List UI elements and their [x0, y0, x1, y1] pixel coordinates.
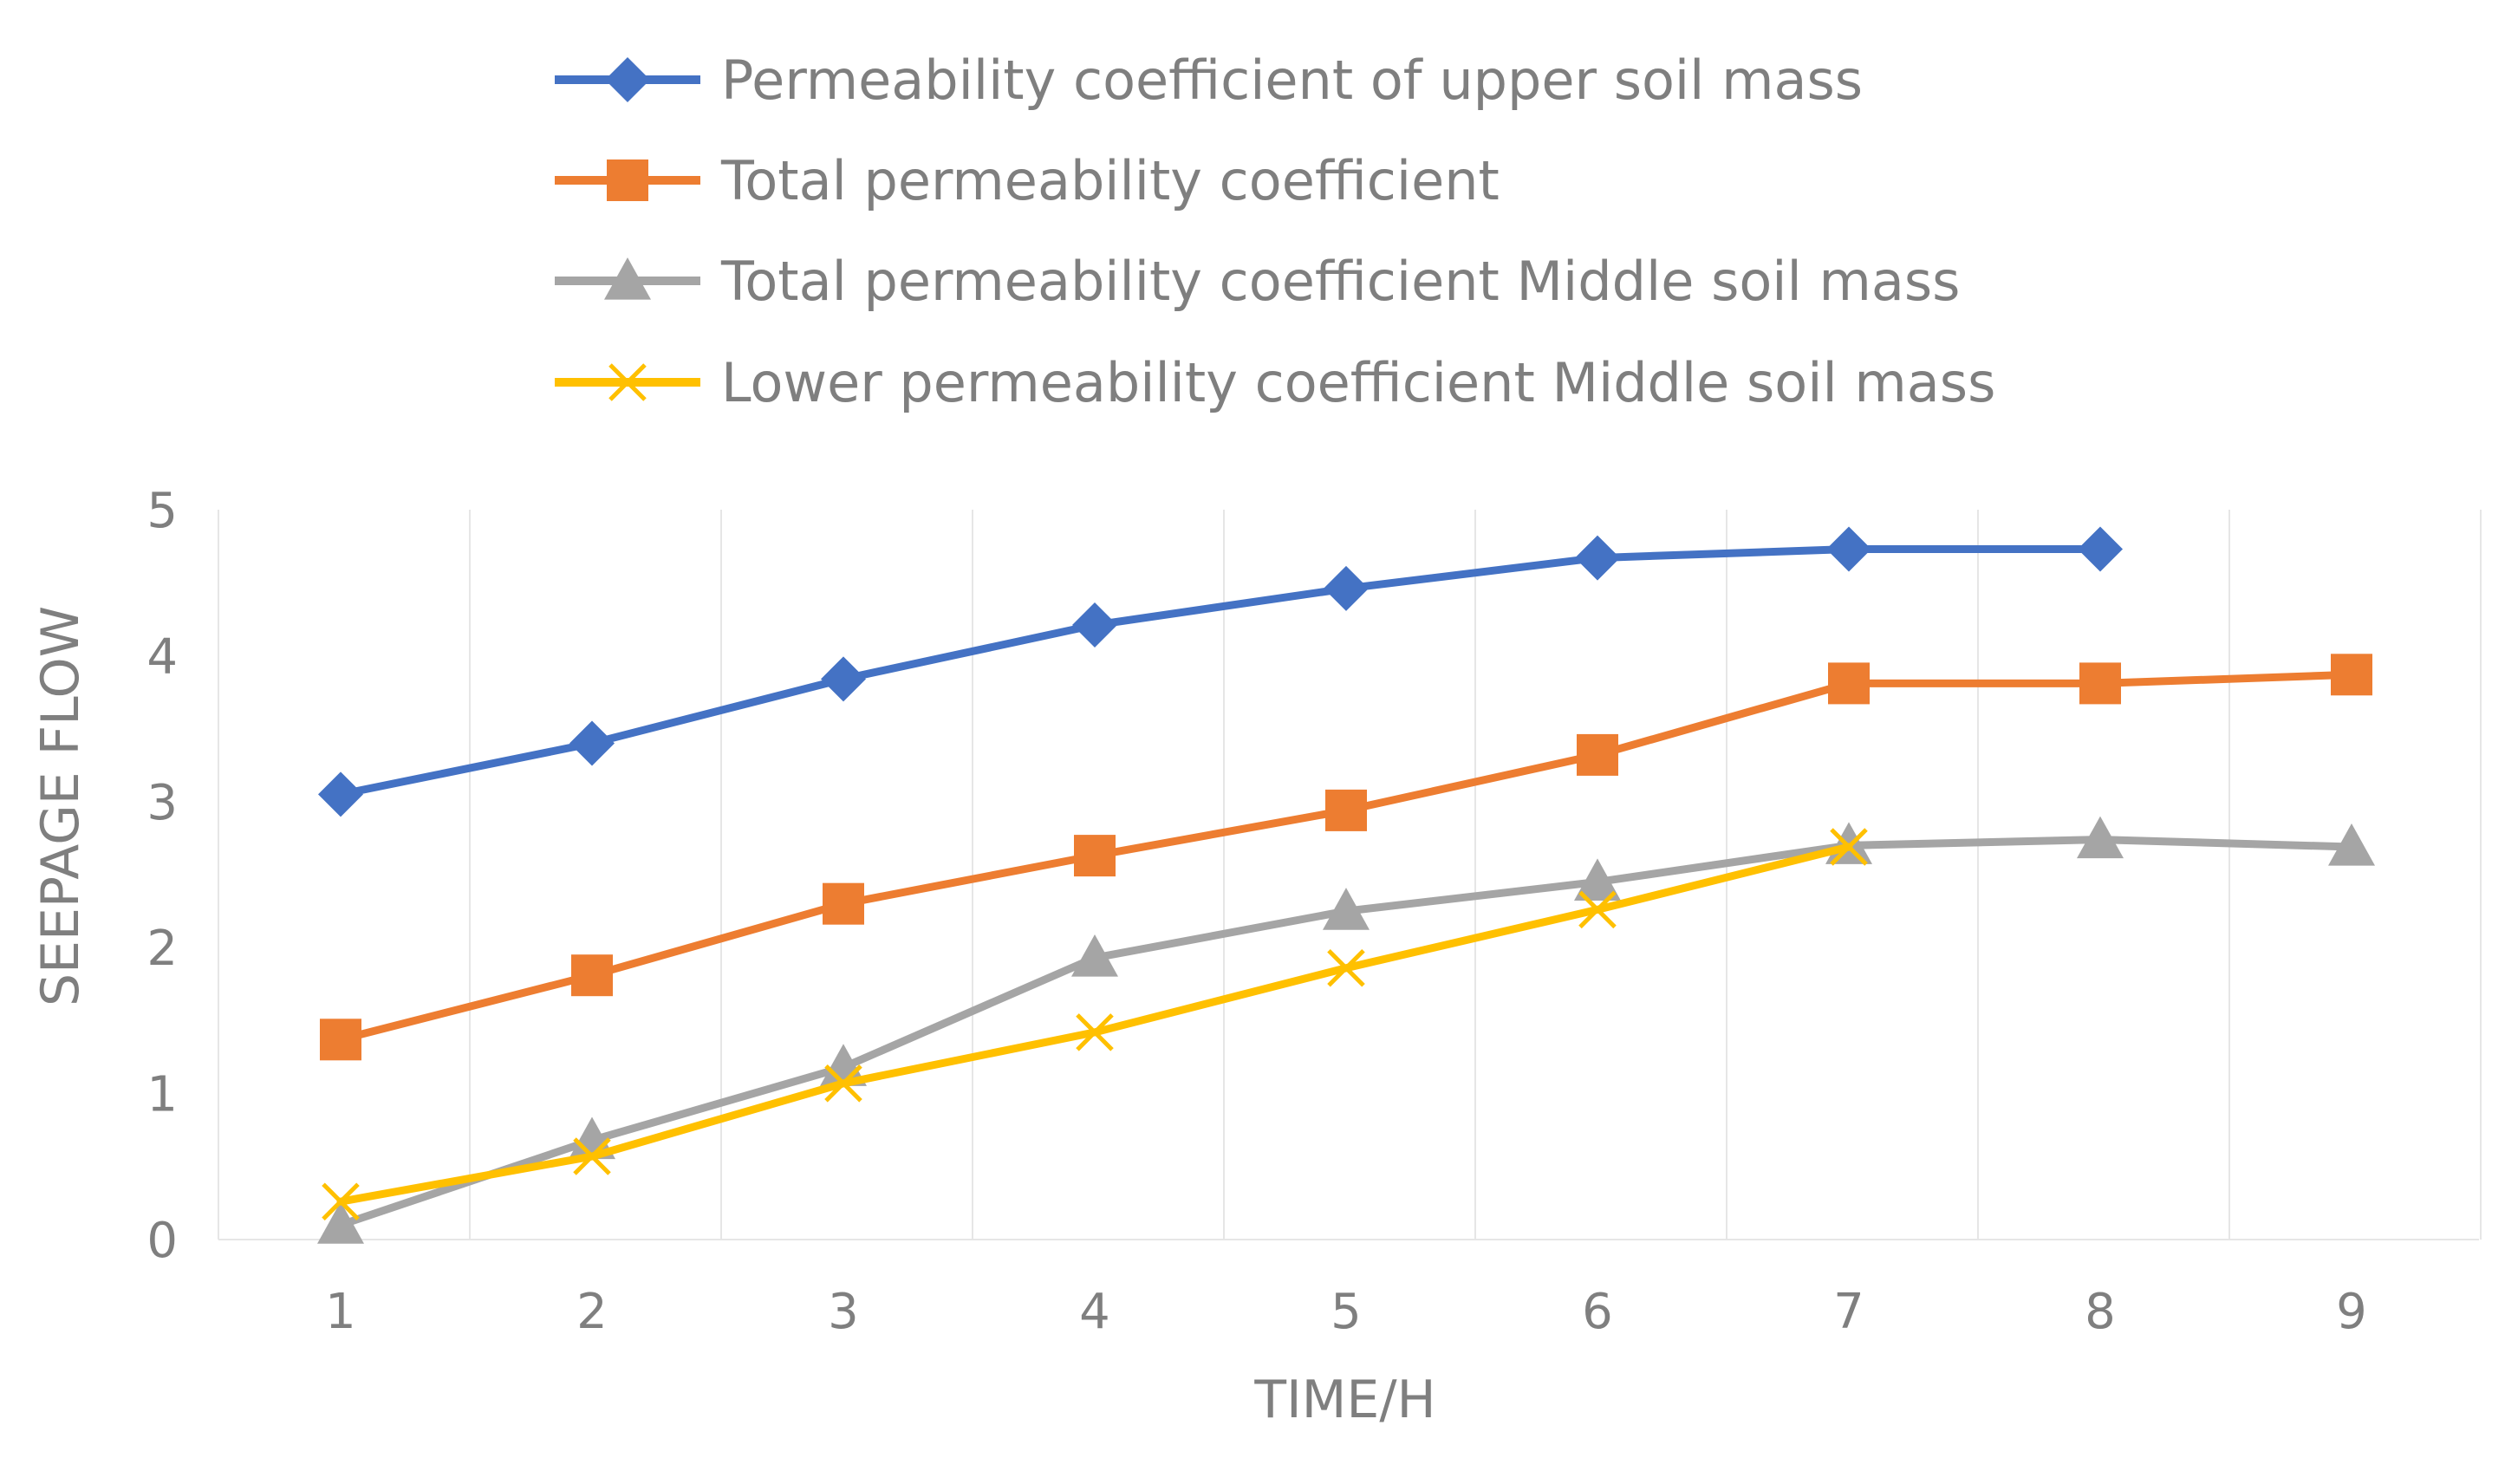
- data-point: [318, 771, 363, 817]
- legend-marker: [605, 57, 650, 102]
- x-axis: 1 2 3 4 5 6 7 8 9: [325, 1284, 2367, 1340]
- x-tick-label: 2: [576, 1284, 608, 1340]
- data-point: [2077, 816, 2124, 859]
- x-tick-label: 4: [1079, 1284, 1110, 1340]
- data-point: [2078, 526, 2123, 572]
- legend-label: Total permeability coefficient: [720, 149, 1500, 212]
- series-line: [336, 544, 2105, 798]
- data-point: [1577, 733, 1618, 776]
- data-point: [322, 1182, 360, 1220]
- legend-item: Total permeability coefficient: [555, 149, 1500, 212]
- series-lower-permeability-coefficient-middle-soil-mass: [322, 828, 1868, 1220]
- data-point: [1327, 949, 1365, 987]
- y-tick-label: 5: [146, 483, 178, 539]
- data-point: [320, 1019, 361, 1061]
- series-layer: [317, 526, 2375, 1244]
- y-axis: 0 1 2 3 4 5: [146, 483, 178, 1269]
- data-point: [2079, 662, 2121, 705]
- legend-item: Lower permeability coefficient Middle so…: [555, 351, 1995, 414]
- legend-marker: [608, 363, 647, 401]
- legend-label: Permeability coefficient of upper soil m…: [721, 49, 1863, 112]
- legend-marker: [604, 257, 651, 300]
- series-permeability-coefficient-of-upper-soil-mass: [318, 526, 2123, 817]
- legend-item: Permeability coefficient of upper soil m…: [555, 49, 1863, 112]
- data-point: [820, 1044, 867, 1086]
- series-total-permeability-coefficient: [320, 654, 2372, 1061]
- data-point: [1325, 789, 1367, 831]
- x-tick-label: 3: [828, 1284, 859, 1340]
- data-point-stroke-b: [573, 1137, 611, 1175]
- data-point: [821, 656, 866, 702]
- data-point: [571, 954, 613, 997]
- data-point: [2328, 823, 2375, 866]
- data-point: [573, 1137, 611, 1175]
- y-tick-label: 3: [146, 775, 178, 831]
- y-tick-label: 0: [146, 1213, 178, 1269]
- data-point: [1575, 535, 1620, 581]
- data-point: [1071, 934, 1118, 977]
- data-point-stroke-b: [824, 1064, 862, 1103]
- y-tick-label: 4: [146, 628, 178, 685]
- data-point: [1323, 888, 1370, 930]
- data-point: [1324, 565, 1369, 611]
- x-tick-label: 9: [2336, 1284, 2367, 1340]
- data-point: [1826, 526, 1871, 572]
- legend-label: Lower permeability coefficient Middle so…: [721, 351, 1995, 414]
- x-tick-label: 5: [1331, 1284, 1362, 1340]
- data-point: [569, 720, 615, 766]
- data-point: [1574, 858, 1621, 901]
- x-tick-label: 7: [1833, 1284, 1864, 1340]
- legend-marker: [607, 159, 648, 201]
- data-point: [1076, 1013, 1114, 1051]
- data-point: [1072, 602, 1117, 648]
- x-tick-label: 8: [2085, 1284, 2116, 1340]
- data-point: [1578, 890, 1617, 929]
- legend-label: Total permeability coefficient Middle so…: [720, 250, 1960, 313]
- data-point: [824, 1064, 862, 1103]
- y-tick-label: 1: [146, 1067, 178, 1123]
- data-point: [569, 1116, 615, 1160]
- legend: Permeability coefficient of upper soil m…: [555, 49, 1995, 414]
- data-point-stroke-b: [1578, 890, 1617, 929]
- data-point-stroke-b: [1327, 949, 1365, 987]
- x-tick-label: 6: [1582, 1284, 1613, 1340]
- x-tick-label: 1: [325, 1284, 356, 1340]
- data-point: [317, 1201, 364, 1244]
- legend-marker-stroke-b: [608, 363, 647, 401]
- data-point-stroke-b: [1830, 828, 1868, 866]
- data-point-stroke-b: [1076, 1013, 1114, 1051]
- data-point: [823, 882, 864, 925]
- legend-item: Total permeability coefficient Middle so…: [555, 250, 1960, 313]
- y-tick-label: 2: [146, 921, 178, 977]
- data-point: [1828, 662, 1870, 705]
- data-point: [1830, 828, 1868, 866]
- y-axis-title: SEEPAGE FLOW: [30, 606, 91, 1006]
- grid: [218, 510, 2482, 1240]
- x-axis-title: TIME/H: [1253, 1370, 1435, 1430]
- data-point-stroke-b: [322, 1182, 360, 1220]
- series-total-permeability-coefficient-middle-soil-mass: [317, 816, 2375, 1244]
- data-point: [2331, 654, 2372, 696]
- data-point: [1074, 835, 1116, 877]
